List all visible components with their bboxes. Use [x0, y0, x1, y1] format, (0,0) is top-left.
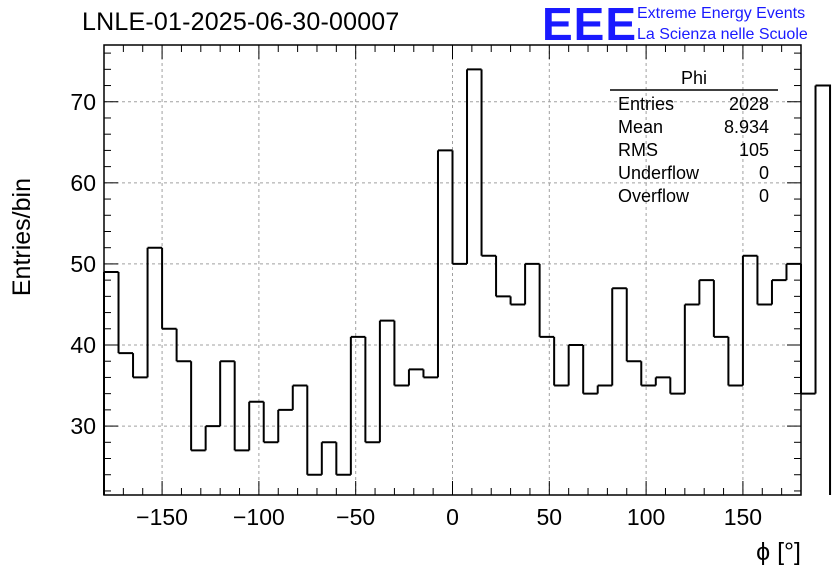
histogram-bin	[683, 303, 700, 394]
histogram-bin	[248, 400, 264, 451]
histogram-bin	[509, 296, 526, 306]
stats-title: Phi	[681, 68, 707, 88]
histogram-bin	[117, 272, 134, 355]
histogram-series	[103, 68, 832, 495]
histogram-bin	[349, 335, 366, 475]
stats-label-mean: Mean	[618, 117, 663, 137]
histogram-bin	[219, 360, 235, 427]
grid-lines	[104, 45, 801, 495]
x-tick-label: 100	[627, 504, 665, 530]
histogram-bin	[625, 288, 642, 363]
histogram-bin	[422, 369, 438, 379]
tick-labels: −150 −100 −50 0 50 100 150 30 40 50 60 70	[70, 89, 762, 530]
x-tick-label: −150	[136, 504, 188, 530]
histogram-bin	[204, 425, 221, 451]
histogram-bin	[756, 255, 772, 306]
histogram-bin	[393, 320, 409, 387]
y-axis-label: Entries/bin	[8, 178, 36, 296]
histogram-bin	[466, 68, 482, 264]
histogram-bin	[654, 376, 671, 386]
histogram-bin	[727, 336, 743, 387]
stats-label-entries: Entries	[618, 94, 674, 114]
x-tick-label: 0	[446, 504, 459, 530]
histogram-bin	[538, 263, 555, 338]
histogram-bin	[712, 280, 729, 338]
logo-line-1: Extreme Energy Events	[637, 5, 806, 22]
histogram-bin	[233, 361, 250, 452]
histogram-bin	[480, 69, 497, 257]
stats-label-underflow: Underflow	[618, 163, 700, 183]
histogram-bin	[335, 442, 351, 476]
y-tick-label: 50	[70, 251, 96, 277]
y-tick-label: 30	[70, 413, 96, 439]
histogram-bin	[175, 328, 192, 363]
y-tick-label: 70	[70, 89, 96, 115]
x-axis-label: ϕ [°]	[756, 538, 801, 566]
histogram-bin	[190, 361, 206, 452]
stats-label-rms: RMS	[618, 140, 658, 160]
histogram-bin	[495, 255, 511, 298]
histogram-bin	[611, 287, 627, 386]
histogram-bin	[582, 345, 598, 395]
logo-line-2: La Scienza nelle Scuole	[637, 26, 808, 43]
histogram-bin	[785, 262, 801, 281]
stats-value-entries: 2028	[729, 94, 769, 114]
x-tick-label: 50	[537, 504, 563, 530]
histogram-bin	[640, 361, 656, 387]
histogram-bin	[741, 254, 758, 386]
tick-marks	[103, 45, 802, 495]
x-tick-label: 150	[724, 504, 762, 530]
histogram-bin	[436, 149, 453, 378]
histogram-bin	[277, 408, 293, 443]
histogram-bin	[669, 377, 685, 395]
histogram-bin	[800, 263, 816, 395]
stats-value-rms: 105	[739, 140, 769, 160]
histogram-bin	[291, 384, 308, 410]
x-tick-label: −100	[233, 504, 285, 530]
histogram-bin	[320, 441, 337, 475]
histogram-bin	[553, 336, 569, 387]
y-tick-label: 40	[70, 332, 96, 358]
histogram-bin	[103, 271, 119, 495]
stats-label-overflow: Overflow	[618, 186, 690, 206]
histogram-bin	[306, 385, 322, 476]
histogram-bin	[451, 150, 468, 265]
histogram-bin	[146, 246, 163, 378]
histogram-bin	[596, 384, 613, 394]
logo-caption: Extreme Energy Events La Scienza nelle S…	[637, 3, 808, 45]
histogram-bin	[161, 247, 177, 330]
histogram-bin	[814, 84, 832, 495]
histogram-bin	[407, 368, 424, 386]
plot-title: LNLE-01-2025-06-30-00007	[82, 8, 400, 36]
stats-box: Phi Entries 2028 Mean 8.934 RMS 105 Unde…	[610, 68, 778, 206]
histogram-bin	[262, 401, 279, 444]
histogram-bin	[524, 262, 540, 305]
x-tick-label: −50	[336, 504, 375, 530]
stats-value-mean: 8.934	[724, 117, 769, 137]
histogram-bin	[698, 279, 714, 305]
eee-logo: EEE	[542, 0, 638, 50]
histogram-bin	[378, 319, 395, 443]
histogram-bin	[132, 353, 148, 379]
stats-value-underflow: 0	[759, 163, 769, 183]
stats-value-overflow: 0	[759, 186, 769, 206]
y-tick-label: 60	[70, 170, 96, 196]
histogram-bin	[770, 279, 787, 305]
histogram-bin	[567, 344, 584, 386]
histogram-bin	[364, 336, 380, 444]
